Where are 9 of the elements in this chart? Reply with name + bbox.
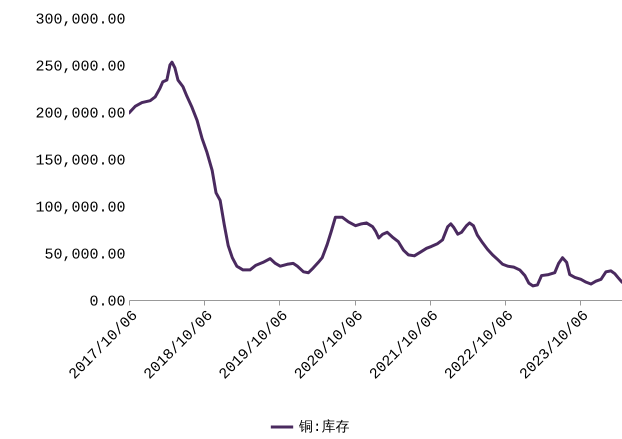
y-tick-label: 0.00 xyxy=(89,294,126,310)
y-tick-label: 250,000.00 xyxy=(35,58,126,76)
y-tick-label: 150,000.00 xyxy=(35,152,126,170)
y-tick-label: 300,000.00 xyxy=(35,12,126,28)
legend-label: 铜:库存 xyxy=(298,419,350,436)
line-series xyxy=(129,60,622,288)
y-tick-label: 100,000.00 xyxy=(35,200,126,216)
y-tick-label: 200,000.00 xyxy=(35,106,126,122)
y-tick-label: 50,000.00 xyxy=(44,246,126,264)
